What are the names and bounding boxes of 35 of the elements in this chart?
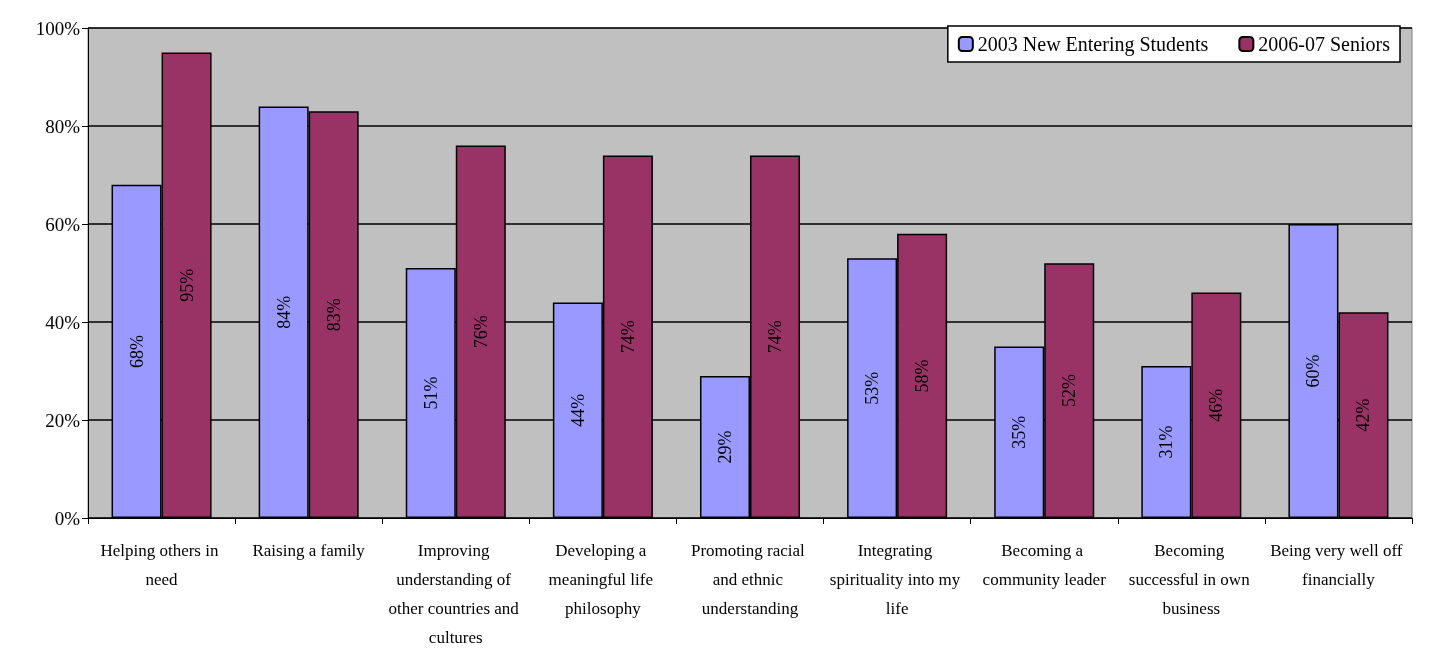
- y-tick-label: 60%: [45, 213, 81, 235]
- data-label: 51%: [420, 376, 441, 410]
- data-label: 74%: [617, 320, 638, 354]
- data-label: 42%: [1353, 398, 1374, 432]
- x-tick-label: Promoting racial and ethnic understanding: [690, 541, 810, 618]
- y-tick-label: 0%: [54, 507, 81, 529]
- data-label: 83%: [323, 298, 344, 332]
- x-tick-label: Becoming successful in own business: [1128, 541, 1254, 618]
- data-label: 74%: [765, 320, 786, 354]
- y-tick-label: 100%: [35, 17, 81, 39]
- data-label: 52%: [1059, 374, 1080, 408]
- legend-label: 2003 New Entering Students: [977, 33, 1209, 56]
- x-tick-label: Helping others in need: [100, 541, 223, 589]
- x-tick-label: Improving understanding of other countries and cultures: [388, 541, 524, 647]
- x-tick-label: Integrating spirituality into my life: [829, 541, 965, 618]
- legend-label: 2006-07 Seniors: [1258, 33, 1391, 55]
- x-tick-label: Being very well off financially: [1270, 541, 1407, 589]
- data-label: 60%: [1303, 354, 1324, 388]
- data-label: 29%: [714, 430, 735, 464]
- data-label: 84%: [273, 295, 294, 329]
- data-label: 68%: [126, 334, 147, 368]
- data-label: 46%: [1206, 388, 1227, 422]
- data-label: 31%: [1156, 425, 1177, 459]
- data-label: 76%: [470, 315, 491, 349]
- x-tick-label: Developing a meaningful life philosophy: [548, 541, 658, 618]
- data-label: 44%: [567, 393, 588, 427]
- x-tick-label: Raising a family: [252, 541, 366, 560]
- data-label: 58%: [912, 359, 933, 393]
- data-label: 53%: [862, 371, 883, 405]
- y-tick-label: 40%: [45, 311, 81, 333]
- x-tick-label: Becoming a community leader: [982, 541, 1107, 589]
- y-tick-label: 20%: [45, 409, 81, 431]
- y-tick-label: 80%: [45, 115, 81, 137]
- data-label: 35%: [1009, 415, 1030, 449]
- data-label: 95%: [176, 268, 197, 302]
